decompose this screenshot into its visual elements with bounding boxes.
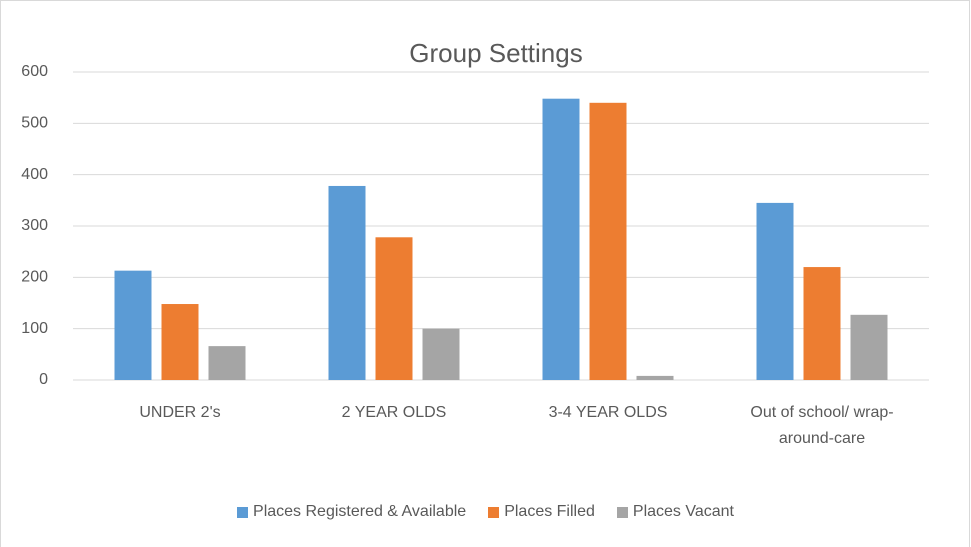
legend-label: Places Filled [504,503,595,520]
chart-title: Group Settings [409,38,582,68]
bar [375,237,413,380]
y-tick-label: 400 [21,166,48,183]
legend-item: Places Vacant [616,503,734,521]
x-tick-label: 2 YEAR OLDS [341,404,447,421]
x-tick-label: Out of school/ wrap-around-care [750,404,894,447]
y-tick-label: 200 [21,269,48,286]
bar [208,346,246,380]
bar [114,270,152,380]
y-tick-label: 100 [21,320,48,337]
bar [328,185,366,380]
bar [422,328,460,380]
y-tick-label: 0 [39,371,48,388]
bar [636,375,674,380]
y-tick-label: 300 [21,217,48,234]
legend-item: Places Filled [488,503,595,521]
y-tick-label: 500 [21,115,48,132]
legend-swatch [488,506,500,518]
legend-label: Places Registered & Available [253,503,467,520]
bar [850,314,888,380]
x-tick-label: UNDER 2's [139,404,221,421]
bar [542,98,580,381]
legend-label: Places Vacant [632,503,734,520]
bar [161,304,199,380]
bar [803,267,841,380]
legend-swatch [616,506,628,518]
legend-swatch [237,506,249,518]
y-tick-label: 600 [21,63,48,80]
legend: Places Registered & Available Places Fill… [0,503,971,521]
x-tick-label: 3-4 YEAR OLDS [548,404,668,421]
legend-item: Places Registered & Available [237,503,466,521]
bar [589,102,627,381]
bar [756,202,794,380]
